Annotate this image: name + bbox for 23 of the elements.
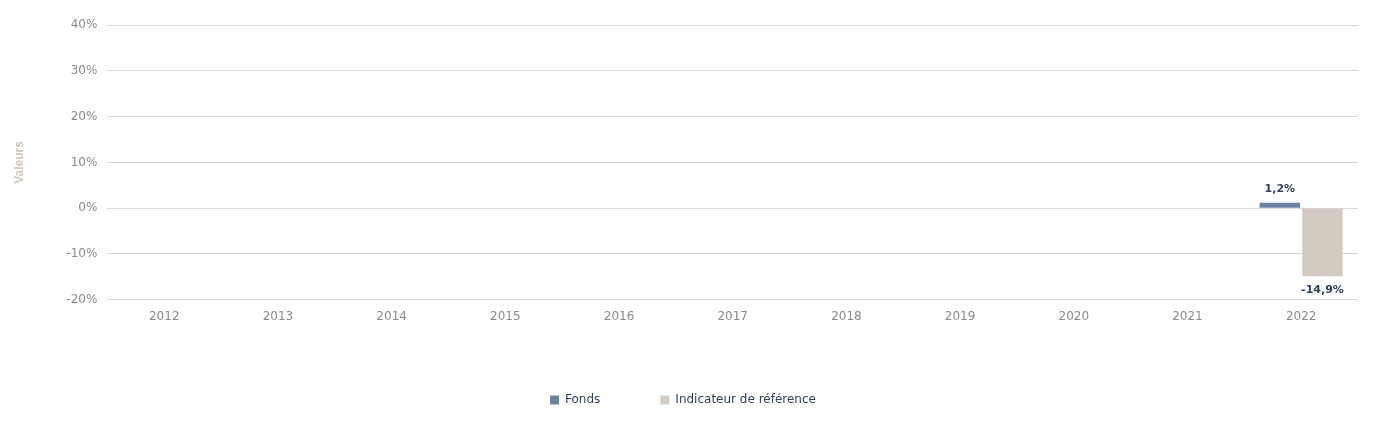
y-tick-label: 30%: [70, 63, 98, 78]
x-tick-label: 2014: [376, 308, 407, 323]
x-tick-label: 2020: [1058, 308, 1090, 323]
x-tick-label: 2018: [831, 308, 862, 323]
data-label: -14,9%: [1301, 282, 1344, 296]
data-label: 1,2%: [1264, 182, 1296, 195]
x-tick-label: 2022: [1285, 308, 1317, 323]
y-tick-label: -10%: [66, 245, 98, 260]
y-tick-label: 0%: [78, 200, 98, 215]
y-tick-label: 20%: [70, 108, 98, 123]
legend-label: Fonds: [565, 392, 601, 407]
y-axis-title: Valeurs: [11, 140, 26, 184]
x-tick-label: 2013: [262, 308, 294, 323]
x-tick-label: 2016: [603, 308, 635, 323]
x-tick-label: 2017: [717, 308, 748, 323]
y-tick-label: 40%: [70, 17, 98, 32]
y-tick-label: -20%: [66, 291, 98, 306]
legend-label: Indicateur de référence: [675, 392, 816, 407]
y-tick-label: 10%: [70, 154, 98, 169]
x-tick-label: 2015: [490, 308, 521, 323]
x-tick-label: 2012: [148, 308, 180, 323]
x-tick-label: 2019: [944, 308, 976, 323]
x-tick-label: 2021: [1172, 308, 1203, 323]
